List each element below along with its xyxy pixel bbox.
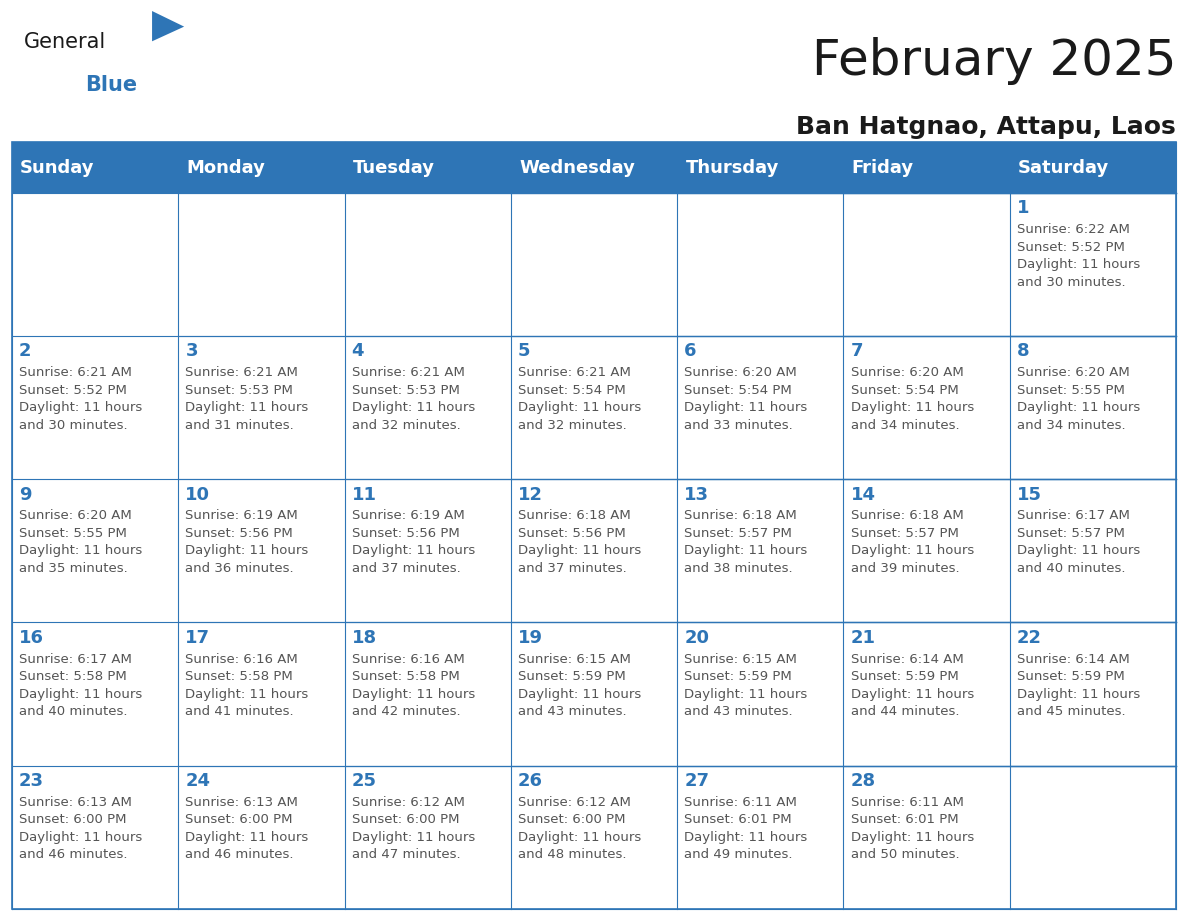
- Text: Sunrise: 6:12 AM
Sunset: 6:00 PM
Daylight: 11 hours
and 47 minutes.: Sunrise: 6:12 AM Sunset: 6:00 PM Dayligh…: [352, 796, 475, 861]
- Text: General: General: [24, 32, 106, 52]
- Text: Sunrise: 6:21 AM
Sunset: 5:52 PM
Daylight: 11 hours
and 30 minutes.: Sunrise: 6:21 AM Sunset: 5:52 PM Dayligh…: [19, 366, 143, 431]
- Text: Sunrise: 6:15 AM
Sunset: 5:59 PM
Daylight: 11 hours
and 43 minutes.: Sunrise: 6:15 AM Sunset: 5:59 PM Dayligh…: [518, 653, 642, 718]
- Polygon shape: [152, 11, 184, 41]
- Text: 19: 19: [518, 629, 543, 647]
- Text: Sunrise: 6:17 AM
Sunset: 5:58 PM
Daylight: 11 hours
and 40 minutes.: Sunrise: 6:17 AM Sunset: 5:58 PM Dayligh…: [19, 653, 143, 718]
- Text: Sunrise: 6:11 AM
Sunset: 6:01 PM
Daylight: 11 hours
and 49 minutes.: Sunrise: 6:11 AM Sunset: 6:01 PM Dayligh…: [684, 796, 808, 861]
- Text: February 2025: February 2025: [811, 37, 1176, 84]
- Text: Sunrise: 6:17 AM
Sunset: 5:57 PM
Daylight: 11 hours
and 40 minutes.: Sunrise: 6:17 AM Sunset: 5:57 PM Dayligh…: [1017, 509, 1140, 575]
- Text: Sunrise: 6:19 AM
Sunset: 5:56 PM
Daylight: 11 hours
and 37 minutes.: Sunrise: 6:19 AM Sunset: 5:56 PM Dayligh…: [352, 509, 475, 575]
- Text: Sunrise: 6:13 AM
Sunset: 6:00 PM
Daylight: 11 hours
and 46 minutes.: Sunrise: 6:13 AM Sunset: 6:00 PM Dayligh…: [185, 796, 309, 861]
- Text: 24: 24: [185, 772, 210, 790]
- Text: 8: 8: [1017, 342, 1030, 361]
- Text: 20: 20: [684, 629, 709, 647]
- Text: 25: 25: [352, 772, 377, 790]
- Text: Sunrise: 6:18 AM
Sunset: 5:57 PM
Daylight: 11 hours
and 39 minutes.: Sunrise: 6:18 AM Sunset: 5:57 PM Dayligh…: [851, 509, 974, 575]
- Text: 13: 13: [684, 486, 709, 504]
- Bar: [12, 142, 1176, 193]
- Text: 14: 14: [851, 486, 876, 504]
- Text: 12: 12: [518, 486, 543, 504]
- Text: 1: 1: [1017, 199, 1030, 218]
- Text: Sunrise: 6:20 AM
Sunset: 5:54 PM
Daylight: 11 hours
and 34 minutes.: Sunrise: 6:20 AM Sunset: 5:54 PM Dayligh…: [851, 366, 974, 431]
- Text: Sunrise: 6:14 AM
Sunset: 5:59 PM
Daylight: 11 hours
and 45 minutes.: Sunrise: 6:14 AM Sunset: 5:59 PM Dayligh…: [1017, 653, 1140, 718]
- Bar: [12, 142, 1176, 909]
- Text: 7: 7: [851, 342, 864, 361]
- Text: 5: 5: [518, 342, 531, 361]
- Text: Blue: Blue: [86, 75, 138, 95]
- Text: Sunrise: 6:13 AM
Sunset: 6:00 PM
Daylight: 11 hours
and 46 minutes.: Sunrise: 6:13 AM Sunset: 6:00 PM Dayligh…: [19, 796, 143, 861]
- Text: 28: 28: [851, 772, 876, 790]
- Text: Sunrise: 6:22 AM
Sunset: 5:52 PM
Daylight: 11 hours
and 30 minutes.: Sunrise: 6:22 AM Sunset: 5:52 PM Dayligh…: [1017, 223, 1140, 288]
- Text: 21: 21: [851, 629, 876, 647]
- Text: Tuesday: Tuesday: [353, 159, 435, 176]
- Text: Sunrise: 6:18 AM
Sunset: 5:56 PM
Daylight: 11 hours
and 37 minutes.: Sunrise: 6:18 AM Sunset: 5:56 PM Dayligh…: [518, 509, 642, 575]
- Text: 15: 15: [1017, 486, 1042, 504]
- Text: Sunrise: 6:21 AM
Sunset: 5:54 PM
Daylight: 11 hours
and 32 minutes.: Sunrise: 6:21 AM Sunset: 5:54 PM Dayligh…: [518, 366, 642, 431]
- Text: Monday: Monday: [187, 159, 265, 176]
- Text: Sunrise: 6:20 AM
Sunset: 5:55 PM
Daylight: 11 hours
and 34 minutes.: Sunrise: 6:20 AM Sunset: 5:55 PM Dayligh…: [1017, 366, 1140, 431]
- Text: 10: 10: [185, 486, 210, 504]
- Text: 23: 23: [19, 772, 44, 790]
- Text: Sunrise: 6:20 AM
Sunset: 5:55 PM
Daylight: 11 hours
and 35 minutes.: Sunrise: 6:20 AM Sunset: 5:55 PM Dayligh…: [19, 509, 143, 575]
- Text: Sunrise: 6:21 AM
Sunset: 5:53 PM
Daylight: 11 hours
and 31 minutes.: Sunrise: 6:21 AM Sunset: 5:53 PM Dayligh…: [185, 366, 309, 431]
- Text: Friday: Friday: [852, 159, 914, 176]
- Text: 27: 27: [684, 772, 709, 790]
- Text: Sunrise: 6:11 AM
Sunset: 6:01 PM
Daylight: 11 hours
and 50 minutes.: Sunrise: 6:11 AM Sunset: 6:01 PM Dayligh…: [851, 796, 974, 861]
- Text: 3: 3: [185, 342, 198, 361]
- Text: Sunrise: 6:16 AM
Sunset: 5:58 PM
Daylight: 11 hours
and 41 minutes.: Sunrise: 6:16 AM Sunset: 5:58 PM Dayligh…: [185, 653, 309, 718]
- Text: Sunrise: 6:21 AM
Sunset: 5:53 PM
Daylight: 11 hours
and 32 minutes.: Sunrise: 6:21 AM Sunset: 5:53 PM Dayligh…: [352, 366, 475, 431]
- Text: 26: 26: [518, 772, 543, 790]
- Text: Sunrise: 6:12 AM
Sunset: 6:00 PM
Daylight: 11 hours
and 48 minutes.: Sunrise: 6:12 AM Sunset: 6:00 PM Dayligh…: [518, 796, 642, 861]
- Text: Sunrise: 6:16 AM
Sunset: 5:58 PM
Daylight: 11 hours
and 42 minutes.: Sunrise: 6:16 AM Sunset: 5:58 PM Dayligh…: [352, 653, 475, 718]
- Text: 22: 22: [1017, 629, 1042, 647]
- Text: 16: 16: [19, 629, 44, 647]
- Text: Sunday: Sunday: [20, 159, 95, 176]
- Text: 4: 4: [352, 342, 365, 361]
- Text: Sunrise: 6:20 AM
Sunset: 5:54 PM
Daylight: 11 hours
and 33 minutes.: Sunrise: 6:20 AM Sunset: 5:54 PM Dayligh…: [684, 366, 808, 431]
- Text: Ban Hatgnao, Attapu, Laos: Ban Hatgnao, Attapu, Laos: [796, 115, 1176, 139]
- Text: 11: 11: [352, 486, 377, 504]
- Text: 17: 17: [185, 629, 210, 647]
- Text: Sunrise: 6:15 AM
Sunset: 5:59 PM
Daylight: 11 hours
and 43 minutes.: Sunrise: 6:15 AM Sunset: 5:59 PM Dayligh…: [684, 653, 808, 718]
- Text: 18: 18: [352, 629, 377, 647]
- Text: 6: 6: [684, 342, 697, 361]
- Text: 2: 2: [19, 342, 32, 361]
- Text: Sunrise: 6:14 AM
Sunset: 5:59 PM
Daylight: 11 hours
and 44 minutes.: Sunrise: 6:14 AM Sunset: 5:59 PM Dayligh…: [851, 653, 974, 718]
- Text: Sunrise: 6:19 AM
Sunset: 5:56 PM
Daylight: 11 hours
and 36 minutes.: Sunrise: 6:19 AM Sunset: 5:56 PM Dayligh…: [185, 509, 309, 575]
- Text: Sunrise: 6:18 AM
Sunset: 5:57 PM
Daylight: 11 hours
and 38 minutes.: Sunrise: 6:18 AM Sunset: 5:57 PM Dayligh…: [684, 509, 808, 575]
- Text: Thursday: Thursday: [685, 159, 779, 176]
- Text: 9: 9: [19, 486, 32, 504]
- Text: Saturday: Saturday: [1018, 159, 1110, 176]
- Text: Wednesday: Wednesday: [519, 159, 636, 176]
